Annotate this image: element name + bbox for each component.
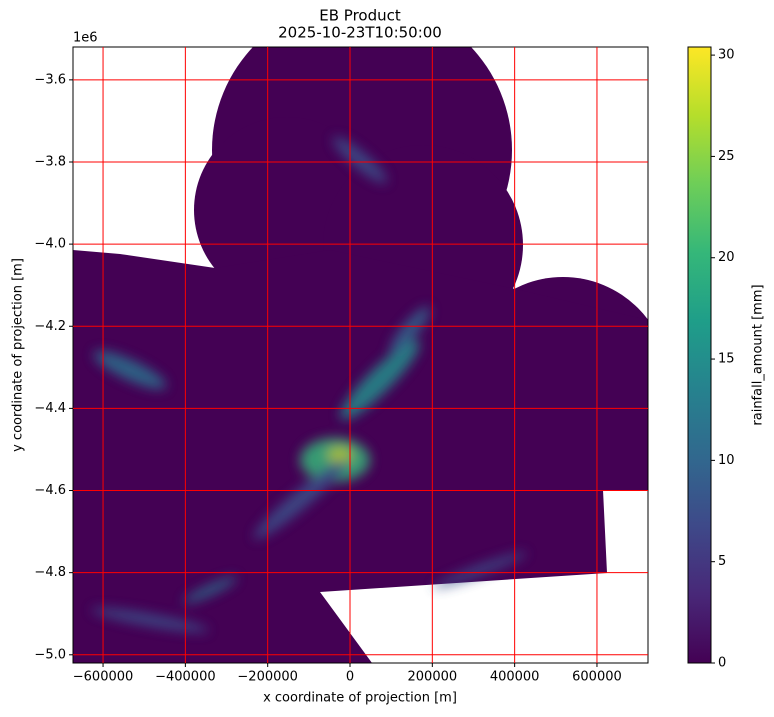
colorbar-tick-label: 10 bbox=[718, 453, 735, 468]
x-tick-label: 200000 bbox=[408, 670, 458, 685]
y-tick-label: −4.8 bbox=[34, 565, 66, 580]
radar-field bbox=[73, 47, 648, 663]
x-tick-label: 0 bbox=[346, 670, 354, 685]
colorbar-tick-label: 0 bbox=[718, 656, 726, 671]
y-tick-label: −3.6 bbox=[34, 72, 66, 87]
colorbar-tick-label: 5 bbox=[718, 554, 726, 569]
colorbar-tick-label: 30 bbox=[718, 48, 735, 63]
chart-subtitle: 2025-10-23T10:50:00 bbox=[278, 24, 442, 42]
y-offset-label: 1e6 bbox=[73, 31, 98, 46]
chart-title: EB Product bbox=[319, 7, 401, 25]
y-tick-label: −4.2 bbox=[34, 319, 66, 334]
y-tick-label: −4.6 bbox=[34, 483, 66, 498]
x-axis-label: x coordinate of projection [m] bbox=[263, 691, 457, 706]
colorbar-tick-label: 25 bbox=[718, 149, 735, 164]
colorbar-tick-label: 20 bbox=[718, 250, 735, 265]
colorbar-label: rainfall_amount [mm] bbox=[751, 284, 766, 425]
x-tick-label: −200000 bbox=[237, 670, 298, 685]
x-tick-label: −600000 bbox=[73, 670, 134, 685]
y-axis-label: y coordinate of projection [m] bbox=[11, 258, 26, 452]
y-tick-label: −4.4 bbox=[34, 401, 66, 416]
y-tick-label: −5.0 bbox=[34, 647, 66, 662]
colorbar bbox=[687, 46, 712, 664]
colorbar-tick-label: 15 bbox=[718, 352, 735, 367]
y-tick-label: −4.0 bbox=[34, 237, 66, 252]
x-tick-label: 400000 bbox=[490, 670, 540, 685]
plot-frame bbox=[72, 46, 649, 664]
y-tick-label: −3.8 bbox=[34, 154, 66, 169]
x-tick-label: 600000 bbox=[572, 670, 622, 685]
x-tick-label: −400000 bbox=[155, 670, 216, 685]
